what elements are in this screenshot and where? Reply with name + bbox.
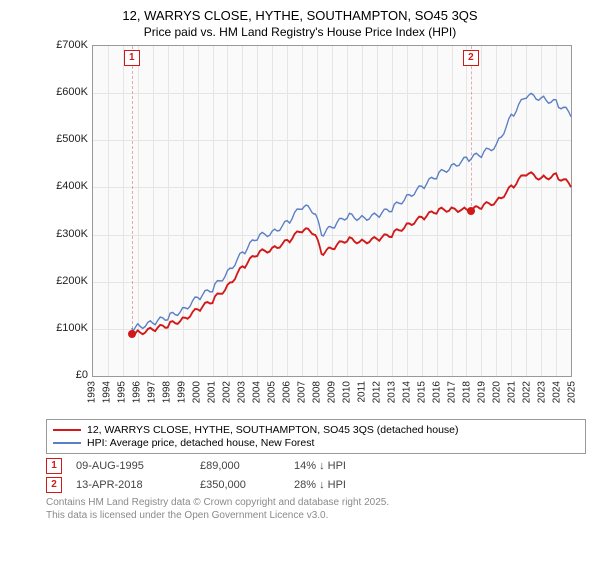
footnote: Contains HM Land Registry data © Crown c…: [46, 497, 586, 522]
sales-list: 1 09-AUG-1995 £89,000 14% ↓ HPI 2 13-APR-2018…: [46, 458, 586, 493]
x-axis-label: 2012: [372, 381, 383, 403]
legend-item: HPI: Average price, detached house, New …: [53, 437, 579, 449]
sale-delta: 28% ↓ HPI: [294, 479, 346, 491]
x-axis-label: 2001: [207, 381, 218, 403]
y-axis-label: £400K: [46, 180, 88, 192]
y-axis-label: £100K: [46, 322, 88, 334]
x-axis-label: 1996: [132, 381, 143, 403]
sale-marker: 1: [46, 458, 62, 474]
x-axis-label: 1998: [162, 381, 173, 403]
x-axis-label: 2002: [222, 381, 233, 403]
page-title: 12, WARRYS CLOSE, HYTHE, SOUTHAMPTON, SO…: [0, 8, 600, 23]
x-axis-label: 1994: [102, 381, 113, 403]
sale-row: 1 09-AUG-1995 £89,000 14% ↓ HPI: [46, 458, 586, 474]
x-axis-label: 2011: [357, 381, 368, 403]
x-axis-label: 2021: [507, 381, 518, 403]
sale-price: £89,000: [200, 460, 280, 472]
footnote-line-1: Contains HM Land Registry data © Crown c…: [46, 497, 586, 510]
page-subtitle: Price paid vs. HM Land Registry's House …: [0, 25, 600, 39]
x-axis-label: 2004: [252, 381, 263, 403]
x-axis-label: 2024: [552, 381, 563, 403]
x-axis-label: 2025: [567, 381, 578, 403]
x-axis-label: 2017: [447, 381, 458, 403]
series-property: [132, 172, 571, 336]
x-axis-label: 1997: [147, 381, 158, 403]
x-axis-label: 2023: [537, 381, 548, 403]
x-axis-label: 2019: [477, 381, 488, 403]
x-axis-label: 1993: [87, 381, 98, 403]
y-axis-label: £700K: [46, 39, 88, 51]
x-axis-label: 2008: [312, 381, 323, 403]
x-axis-label: 1995: [117, 381, 128, 403]
x-axis-label: 2010: [342, 381, 353, 403]
marker-dot-2: [467, 207, 475, 215]
x-axis-label: 2000: [192, 381, 203, 403]
x-axis-label: 2018: [462, 381, 473, 403]
legend-swatch: [53, 442, 81, 444]
sale-price: £350,000: [200, 479, 280, 491]
chart-marker-1: 1: [124, 50, 140, 66]
x-axis-label: 2007: [297, 381, 308, 403]
x-axis-label: 2013: [387, 381, 398, 403]
legend-item: 12, WARRYS CLOSE, HYTHE, SOUTHAMPTON, SO…: [53, 424, 579, 436]
footnote-line-2: This data is licensed under the Open Gov…: [46, 510, 586, 523]
marker-dot-1: [128, 330, 136, 338]
y-axis-label: £500K: [46, 133, 88, 145]
sale-marker: 2: [46, 477, 62, 493]
y-axis-label: £200K: [46, 275, 88, 287]
y-axis-label: £300K: [46, 228, 88, 240]
legend-swatch: [53, 429, 81, 431]
legend-label: 12, WARRYS CLOSE, HYTHE, SOUTHAMPTON, SO…: [87, 424, 459, 436]
x-axis-label: 2005: [267, 381, 278, 403]
sale-date: 09-AUG-1995: [76, 460, 186, 472]
sale-date: 13-APR-2018: [76, 479, 186, 491]
sale-row: 2 13-APR-2018 £350,000 28% ↓ HPI: [46, 477, 586, 493]
x-axis-label: 2003: [237, 381, 248, 403]
plot-area: 12: [92, 45, 572, 377]
x-axis-label: 1999: [177, 381, 188, 403]
x-axis-label: 2014: [402, 381, 413, 403]
x-axis-label: 2006: [282, 381, 293, 403]
y-axis-label: £600K: [46, 86, 88, 98]
x-axis-label: 2020: [492, 381, 503, 403]
series-hpi: [132, 93, 571, 330]
legend: 12, WARRYS CLOSE, HYTHE, SOUTHAMPTON, SO…: [46, 419, 586, 454]
x-axis-label: 2009: [327, 381, 338, 403]
legend-label: HPI: Average price, detached house, New …: [87, 437, 314, 449]
x-axis-label: 2015: [417, 381, 428, 403]
chart-area: £0£100K£200K£300K£400K£500K£600K£700K 12…: [46, 45, 586, 413]
chart-marker-2: 2: [463, 50, 479, 66]
y-axis-label: £0: [46, 369, 88, 381]
x-axis-label: 2016: [432, 381, 443, 403]
sale-delta: 14% ↓ HPI: [294, 460, 346, 472]
x-axis-label: 2022: [522, 381, 533, 403]
